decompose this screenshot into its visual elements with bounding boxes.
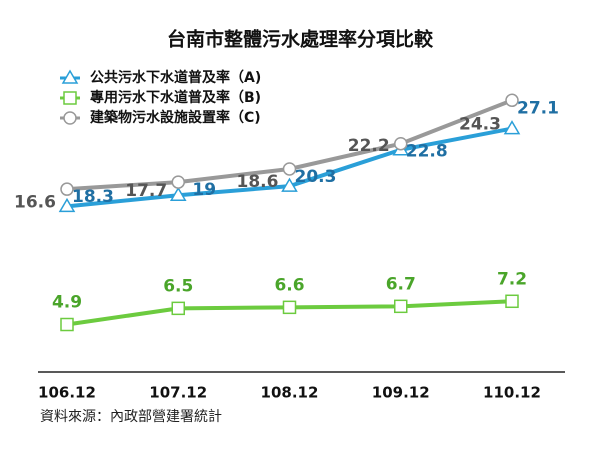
data-label: 24.3: [459, 115, 501, 135]
marker: [394, 136, 408, 151]
x-tick-label: 108.12: [261, 384, 319, 402]
data-label: 18.3: [72, 187, 114, 207]
data-label: 27.1: [517, 98, 559, 118]
marker: [171, 175, 185, 189]
legend-label: 專用污水下水道普及率（B): [90, 89, 261, 106]
data-label: 4.9: [52, 293, 82, 313]
data-label: 20.3: [295, 167, 337, 187]
legend-label: 建築物污水設施設置率（C): [90, 109, 261, 126]
data-label: 18.6: [237, 172, 279, 192]
data-label: 22.2: [348, 136, 390, 156]
x-tick-label: 107.12: [149, 384, 207, 402]
data-label: 22.8: [406, 142, 448, 162]
marker: [503, 120, 521, 135]
marker: [63, 91, 77, 105]
data-label: 16.6: [14, 192, 56, 212]
marker: [505, 93, 519, 108]
marker: [63, 111, 77, 125]
marker: [281, 177, 298, 192]
marker: [282, 300, 297, 315]
marker: [61, 69, 79, 84]
data-label: 6.6: [274, 275, 304, 295]
data-label: 6.5: [163, 276, 193, 296]
marker: [282, 162, 297, 176]
marker: [60, 317, 74, 332]
marker: [394, 299, 408, 314]
marker: [60, 182, 74, 196]
data-label: 17.7: [125, 181, 167, 201]
data-label: 19: [192, 180, 216, 200]
x-tick-label: 106.12: [38, 384, 96, 402]
chart-title: 台南市整體污水處理率分項比較: [167, 28, 434, 51]
x-tick-label: 110.12: [483, 384, 541, 402]
legend-label: 公共污水下水道普及率（A): [90, 69, 261, 86]
data-label: 6.7: [386, 274, 416, 294]
source-note: 資料來源：內政部營建署統計: [40, 409, 222, 425]
marker: [169, 186, 187, 201]
marker: [171, 301, 185, 316]
marker: [58, 197, 76, 213]
x-tick-label: 109.12: [372, 384, 430, 402]
data-label: 7.2: [497, 269, 527, 289]
marker: [505, 294, 519, 309]
